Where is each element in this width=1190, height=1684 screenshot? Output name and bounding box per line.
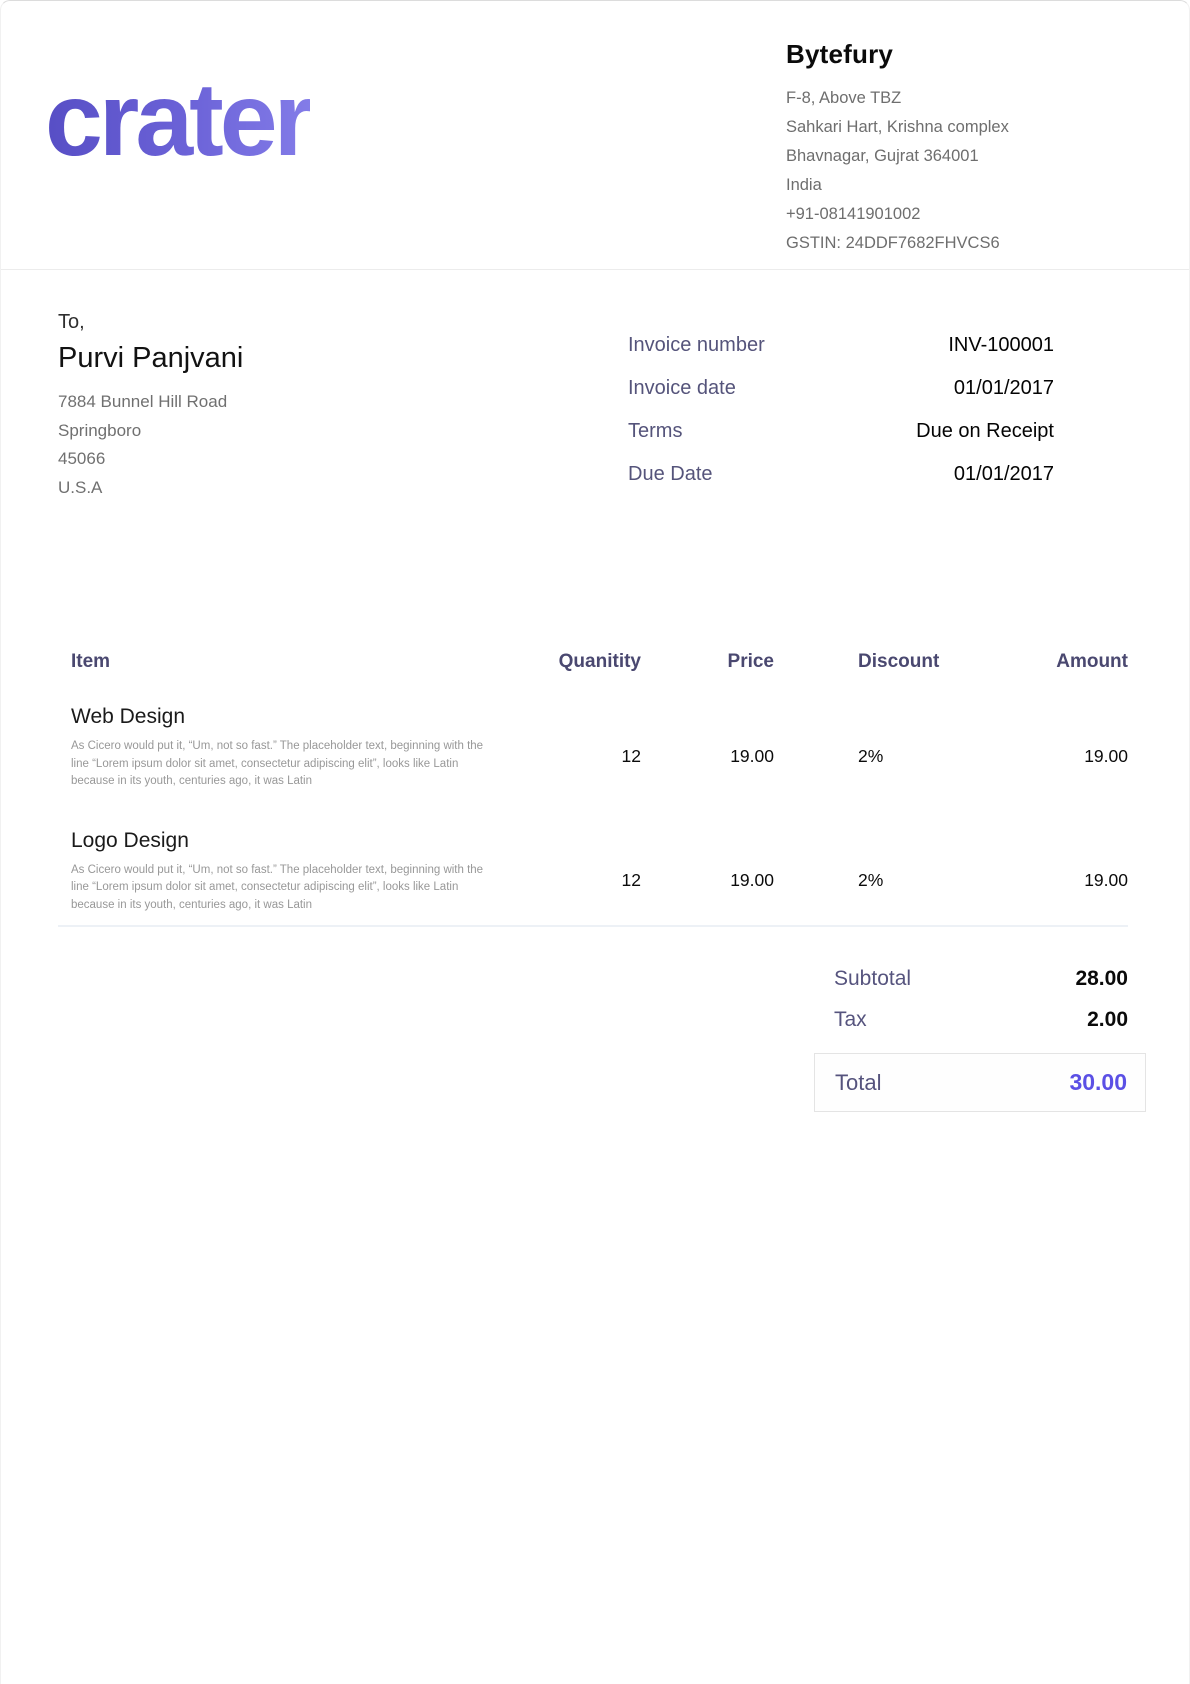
- column-header-discount: Discount: [858, 651, 940, 672]
- column-header-quantity: Quanitity: [558, 651, 641, 672]
- invoice-date-row: Invoice date 01/01/2017: [628, 377, 1054, 400]
- total-value: 30.00: [1069, 1069, 1127, 1095]
- table-divider: [58, 925, 1128, 927]
- item-cell: Web Design As Cicero would put it, “Um, …: [58, 705, 521, 791]
- invoice-number-value: INV-100001: [948, 334, 1054, 356]
- item-description: As Cicero would put it, “Um, not so fast…: [71, 863, 484, 911]
- tax-value: 2.00: [1087, 1008, 1128, 1031]
- customer-name: Purvi Panjvani: [58, 342, 244, 374]
- header-divider: [1, 269, 1189, 270]
- terms-label: Terms: [628, 420, 683, 442]
- company-name: Bytefury: [786, 39, 894, 69]
- company-address-line: Sahkari Hart, Krishna complex: [786, 118, 1009, 136]
- total-label: Total: [835, 1070, 882, 1095]
- subtotal-value: 28.00: [1075, 967, 1128, 990]
- column-header-amount: Amount: [1056, 651, 1128, 672]
- customer-address-line: 45066: [58, 449, 106, 468]
- customer-address-line: 7884 Bunnel Hill Road: [58, 392, 228, 411]
- invoice-date-value: 01/01/2017: [953, 377, 1054, 399]
- column-header-item: Item: [71, 651, 111, 672]
- item-cell: Logo Design As Cicero would put it, “Um,…: [58, 829, 521, 915]
- tax-row: Tax 2.00: [814, 1008, 1146, 1032]
- items-table-header: Item Quanitity Price Discount Amount: [58, 651, 1128, 705]
- table-row: Logo Design As Cicero would put it, “Um,…: [58, 829, 1128, 915]
- invoice-number-label: Invoice number: [628, 334, 765, 356]
- tax-label: Tax: [834, 1008, 867, 1031]
- item-name: Logo Design: [71, 828, 189, 852]
- company-phone: +91-08141901002: [786, 205, 921, 223]
- company-block: Bytefury F-8, Above TBZ Sahkari Hart, Kr…: [786, 39, 1156, 258]
- due-date-row: Due Date 01/01/2017: [628, 463, 1054, 486]
- item-amount: 19.00: [1084, 869, 1128, 890]
- company-gstin: GSTIN: 24DDF7682FHVCS6: [786, 234, 1000, 252]
- company-address-line: Bhavnagar, Gujrat 364001: [786, 147, 979, 165]
- totals-block: Subtotal 28.00 Tax 2.00 Total 30.00: [814, 967, 1146, 1112]
- terms-value: Due on Receipt: [916, 420, 1054, 442]
- item-discount: 2%: [858, 869, 884, 890]
- item-amount: 19.00: [1084, 746, 1128, 766]
- company-address-line: F-8, Above TBZ: [786, 89, 902, 107]
- subtotal-row: Subtotal 28.00: [814, 967, 1146, 991]
- items-table: Item Quanitity Price Discount Amount Web…: [58, 651, 1128, 953]
- table-row: Web Design As Cicero would put it, “Um, …: [58, 705, 1128, 791]
- invoice-date-label: Invoice date: [628, 377, 736, 399]
- company-address-line: India: [786, 176, 822, 194]
- customer-address-line: U.S.A: [58, 477, 103, 497]
- item-price: 19.00: [730, 869, 774, 890]
- invoice-meta-block: Invoice number INV-100001 Invoice date 0…: [628, 334, 1054, 506]
- customer-address-line: Springboro: [58, 420, 142, 440]
- item-quantity: 12: [621, 746, 641, 766]
- due-date-value: 01/01/2017: [953, 463, 1054, 485]
- bill-to-block: To, Purvi Panjvani 7884 Bunnel Hill Road…: [58, 311, 488, 502]
- item-description: As Cicero would put it, “Um, not so fast…: [71, 740, 484, 788]
- terms-row: Terms Due on Receipt: [628, 420, 1054, 443]
- subtotal-label: Subtotal: [834, 967, 912, 990]
- invoice-number-row: Invoice number INV-100001: [628, 334, 1054, 357]
- total-box: Total 30.00: [814, 1053, 1146, 1112]
- bill-to-intro: To,: [58, 311, 85, 333]
- item-name: Web Design: [71, 705, 186, 728]
- column-header-price: Price: [727, 651, 774, 672]
- due-date-label: Due Date: [628, 463, 713, 485]
- item-price: 19.00: [730, 746, 774, 766]
- item-quantity: 12: [621, 869, 641, 890]
- crater-logo: crater: [45, 62, 314, 178]
- item-discount: 2%: [858, 746, 884, 766]
